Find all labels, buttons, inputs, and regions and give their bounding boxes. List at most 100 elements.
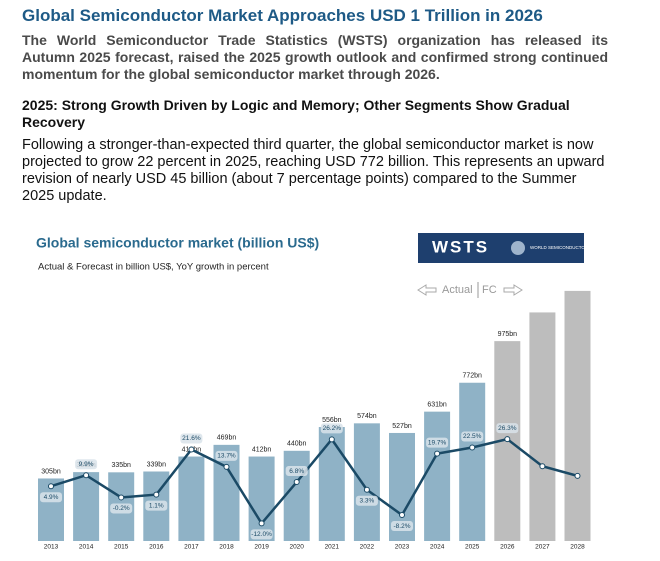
growth-point <box>188 446 195 453</box>
x-tick-label: 2022 <box>360 544 375 551</box>
bar <box>248 456 275 541</box>
x-tick-label: 2016 <box>149 544 164 551</box>
growth-label: 21.6% <box>182 435 201 442</box>
x-tick-label: 2017 <box>184 544 199 551</box>
growth-label-box <box>145 500 168 511</box>
growth-point <box>118 494 125 501</box>
growth-label-box <box>75 459 98 470</box>
growth-point <box>434 450 441 457</box>
x-tick-label: 2021 <box>325 544 340 551</box>
growth-label-box <box>40 492 62 503</box>
legend-actual: Actual <box>442 284 473 296</box>
title: Global Semiconductor Market Approaches U… <box>22 6 543 25</box>
growth-line <box>50 437 578 526</box>
growth-point <box>399 512 405 519</box>
growth-label: -8.2% <box>394 523 411 530</box>
growth-label-box <box>250 529 273 540</box>
x-tick-label: 2023 <box>395 544 410 551</box>
growth-point <box>574 472 581 479</box>
growth-label: 1.1% <box>149 502 164 509</box>
growth-label: 26.3% <box>498 425 517 432</box>
bar <box>213 444 240 541</box>
bar <box>178 456 205 541</box>
logo-globe <box>511 241 525 255</box>
growth-point <box>328 436 335 443</box>
growth-label: -0.2% <box>113 505 130 512</box>
growth-point <box>258 520 265 527</box>
x-tick-label: 2015 <box>114 544 129 551</box>
x-tick-label: 2025 <box>465 544 480 551</box>
growth-point <box>363 486 370 493</box>
bar-label: 469bn <box>217 435 237 442</box>
growth-point <box>504 436 511 443</box>
growth-label-box <box>180 433 203 444</box>
logo-box <box>418 233 584 263</box>
growth-label: 9.9% <box>79 461 94 468</box>
growth-label: 13.7% <box>217 453 236 460</box>
bar-label: 335bn <box>111 462 131 469</box>
bar <box>73 472 100 541</box>
growth-label: 3.3% <box>359 497 374 504</box>
bar <box>459 382 486 541</box>
growth-label: -12.0% <box>251 531 272 538</box>
section-heading: 2025: Strong Growth Driven by Logic and … <box>22 97 570 130</box>
growth-label-box <box>285 466 308 477</box>
growth-label-box <box>320 423 343 434</box>
bar <box>318 427 345 541</box>
growth-point <box>153 491 160 498</box>
bar-label: 631bn <box>427 401 447 408</box>
growth-label: 26.2% <box>323 425 342 432</box>
growth-point <box>469 444 476 451</box>
growth-label-box <box>355 495 378 506</box>
article: Global Semiconductor Market Approaches U… <box>22 6 608 205</box>
x-tick-label: 2024 <box>430 544 445 551</box>
bar <box>353 423 380 541</box>
growth-label-box <box>461 431 484 442</box>
growth-label: 6.8% <box>289 468 304 475</box>
growth-label: 22.5% <box>463 433 482 440</box>
x-tick-label: 2013 <box>44 544 59 551</box>
x-tick-label: 2020 <box>289 544 304 551</box>
bar-label: 772bn <box>462 373 482 380</box>
body-text: Following a stronger-than-expected third… <box>22 137 605 204</box>
chart-title: Global semiconductor market (billion US$… <box>36 235 319 251</box>
x-tick-label: 2026 <box>500 544 515 551</box>
arrow-right <box>503 284 523 296</box>
bar-label: 412bn <box>252 446 272 453</box>
x-tick-label: 2014 <box>79 544 94 551</box>
bar <box>283 450 310 541</box>
bar-label: 440bn <box>287 441 307 448</box>
x-tick-label: 2018 <box>219 544 234 551</box>
growth-label-box <box>426 437 449 448</box>
bar-label: 975bn <box>498 331 518 338</box>
growth-label: 4.9% <box>44 494 59 501</box>
growth-point <box>83 472 90 479</box>
intro: The World Semiconductor Trade Statistics… <box>22 32 608 82</box>
growth-label-box <box>110 503 133 514</box>
bar <box>564 290 591 541</box>
chart-subtitle: Actual & Forecast in billion US$, YoY gr… <box>38 262 269 273</box>
bar-label: 527bn <box>392 423 412 430</box>
arrow-left <box>417 284 437 296</box>
growth-label-box <box>496 423 519 434</box>
growth-point <box>223 463 230 470</box>
legend-forecast: FC <box>482 284 497 296</box>
growth-label-box <box>391 521 413 532</box>
growth-label-box <box>215 450 238 461</box>
x-tick-label: 2019 <box>254 544 269 551</box>
growth-point <box>539 463 546 470</box>
growth-label: 19.7% <box>428 439 447 446</box>
bar-label: 574bn <box>357 413 377 420</box>
x-tick-label: 2027 <box>535 544 550 551</box>
bar-label: 339bn <box>147 461 167 468</box>
bar-label: 305bn <box>41 468 61 475</box>
logo-subtext: WORLD SEMICONDUCTOR TRADE STATISTICS <box>530 245 631 250</box>
bar <box>529 312 556 541</box>
x-tick-label: 2028 <box>570 544 585 551</box>
bar <box>424 411 451 541</box>
logo: WSTS <box>432 237 489 256</box>
bar-label: 556bn <box>322 417 342 424</box>
growth-point <box>48 483 54 490</box>
